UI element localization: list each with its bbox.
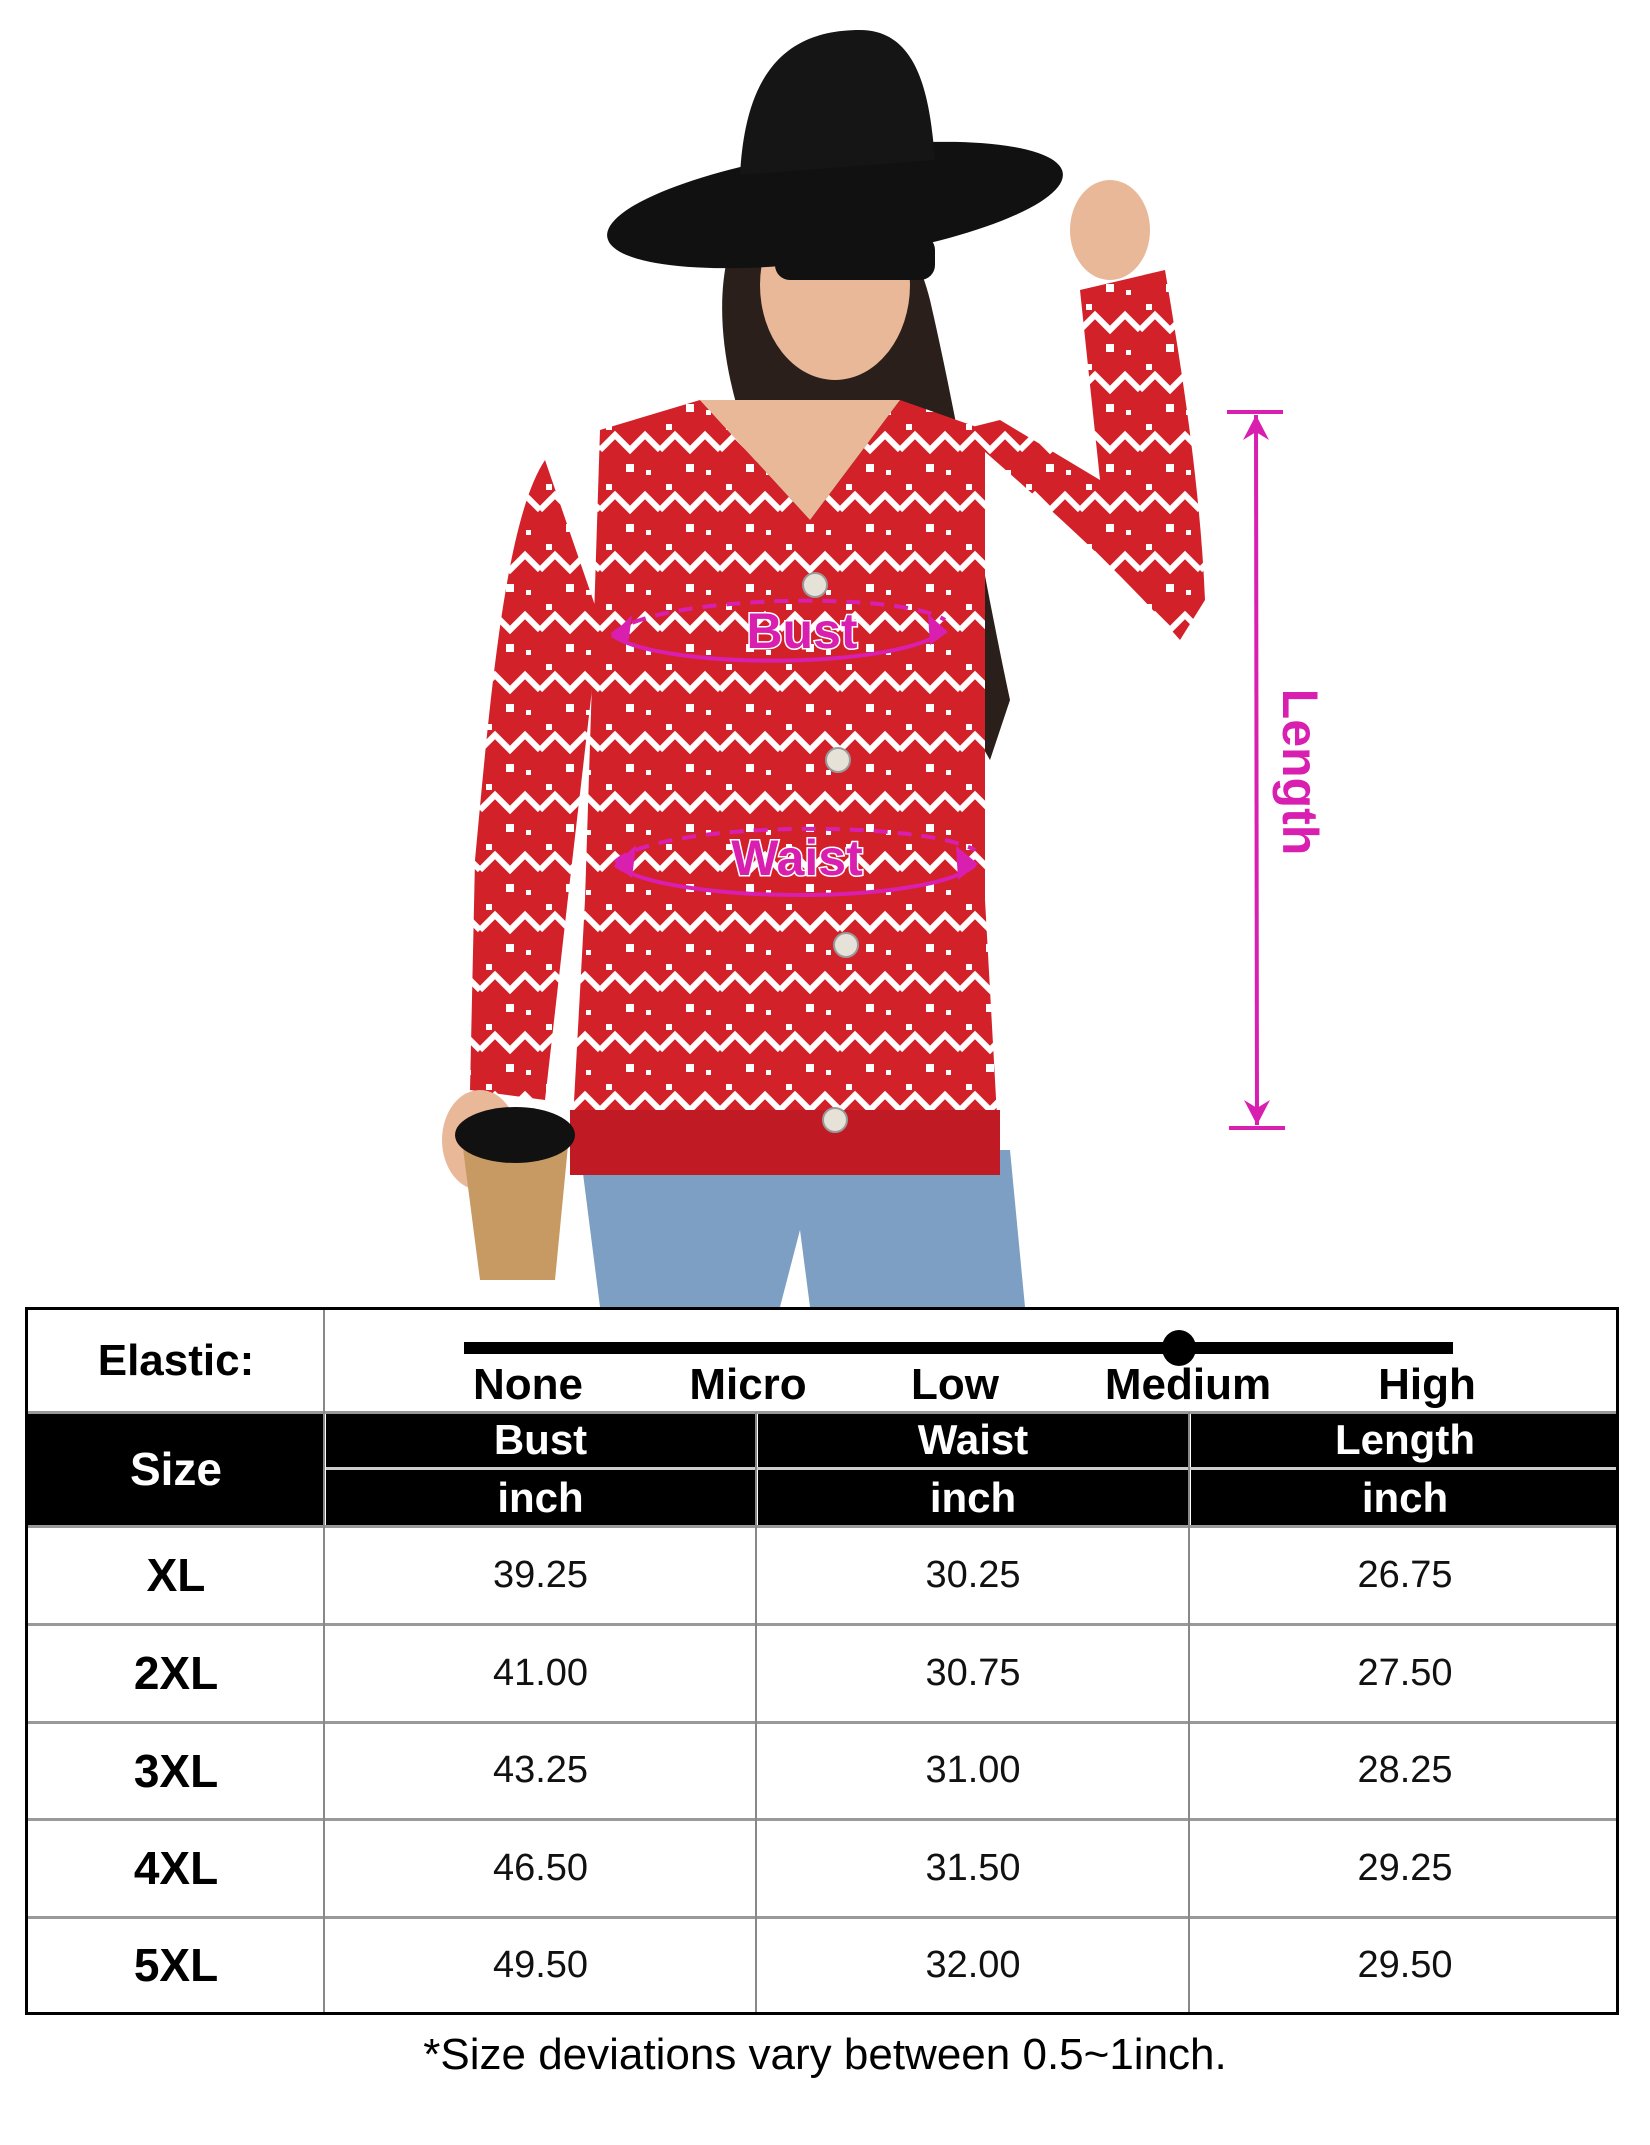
size-cell: 4XL — [133, 1842, 219, 1894]
elastic-level-high: High — [1378, 1360, 1476, 1409]
sweater-left-sleeve — [470, 460, 600, 1100]
sweater-body — [570, 400, 1000, 1175]
divider — [326, 1467, 1616, 1470]
table-row: 5XL 49.50 32.00 29.50 — [28, 1917, 1616, 2013]
divider — [323, 1310, 325, 2012]
length-cell: 27.50 — [1357, 1651, 1453, 1694]
waist-cell: 30.75 — [925, 1651, 1021, 1694]
elastic-level-micro: Micro — [689, 1360, 807, 1409]
divider — [1188, 1412, 1190, 2012]
divider — [28, 1525, 1616, 1528]
elastic-scale-bar — [464, 1342, 1453, 1354]
table-row: 2XL 41.00 30.75 27.50 — [28, 1624, 1616, 1722]
length-cell: 29.50 — [1357, 1943, 1453, 1986]
elastic-level-medium: Medium — [1104, 1360, 1272, 1409]
waist-cell: 31.00 — [925, 1749, 1021, 1791]
elastic-level-none: None — [473, 1360, 583, 1409]
right-hand — [1070, 180, 1150, 280]
model-photo: Bust Waist Length — [442, 30, 1330, 1307]
bust-measure: Bust — [610, 598, 948, 663]
divider — [28, 1411, 1616, 1414]
bust-cell: 41.00 — [492, 1651, 589, 1694]
sweater-ribbing — [570, 1110, 1000, 1175]
coffee-cup-lid — [455, 1107, 575, 1163]
divider — [755, 1412, 757, 2012]
bust-cell: 49.50 — [492, 1943, 589, 1986]
bust-cell: 43.25 — [492, 1749, 589, 1791]
bust-cell: 46.50 — [492, 1846, 589, 1889]
bust-cell: 39.25 — [492, 1553, 589, 1596]
waist-cell: 30.25 — [925, 1553, 1021, 1596]
size-cell: 2XL — [133, 1647, 219, 1699]
hat-brim — [607, 141, 1063, 269]
elastic-label: Elastic: — [97, 1336, 255, 1385]
divider — [28, 1721, 1616, 1724]
bust-unit: inch — [326, 1470, 755, 1526]
size-cell: 3XL — [133, 1744, 219, 1797]
size-footnote: *Size deviations vary between 0.5~1inch. — [423, 2030, 1227, 2079]
sweater-right-sleeve — [960, 270, 1205, 640]
waist-unit: inch — [758, 1470, 1188, 1526]
hat-crown — [740, 30, 935, 175]
length-header: Length — [1191, 1412, 1619, 1467]
waist-label: Waist — [731, 830, 863, 886]
neckline — [700, 400, 900, 520]
length-measure: Length — [1227, 410, 1330, 1130]
length-label: Length — [1272, 689, 1328, 856]
waist-cell: 31.50 — [925, 1846, 1021, 1889]
jeans — [580, 1150, 1025, 1307]
size-cell: XL — [146, 1549, 206, 1601]
waist-cell: 32.00 — [925, 1943, 1021, 1986]
divider — [28, 1818, 1616, 1821]
length-unit: inch — [1191, 1470, 1619, 1526]
divider — [28, 1623, 1616, 1626]
table-row: 3XL 43.25 31.00 28.25 — [28, 1722, 1616, 1819]
length-cell: 28.25 — [1357, 1749, 1453, 1791]
waist-header: Waist — [758, 1412, 1188, 1467]
waist-measure: Waist — [613, 826, 978, 897]
elastic-level-low: Low — [911, 1360, 999, 1409]
bust-label: Bust — [746, 603, 857, 659]
size-header: Size — [28, 1412, 324, 1526]
divider — [28, 1916, 1616, 1919]
bust-header: Bust — [326, 1412, 755, 1467]
buttons — [802, 572, 859, 1133]
size-cell: 5XL — [133, 1939, 219, 1991]
size-chart: Elastic: None Micro Low Medium High Size… — [25, 1307, 1619, 2015]
coffee-cup — [460, 1125, 570, 1280]
elastic-scale-knob — [1162, 1330, 1196, 1366]
length-cell: 29.25 — [1357, 1846, 1453, 1889]
table-row: XL 39.25 30.25 26.75 — [28, 1526, 1616, 1624]
table-row: 4XL 46.50 31.50 29.25 — [28, 1819, 1616, 1917]
elastic-scale: None Micro Low Medium High — [324, 1310, 1619, 1412]
length-cell: 26.75 — [1357, 1553, 1453, 1596]
